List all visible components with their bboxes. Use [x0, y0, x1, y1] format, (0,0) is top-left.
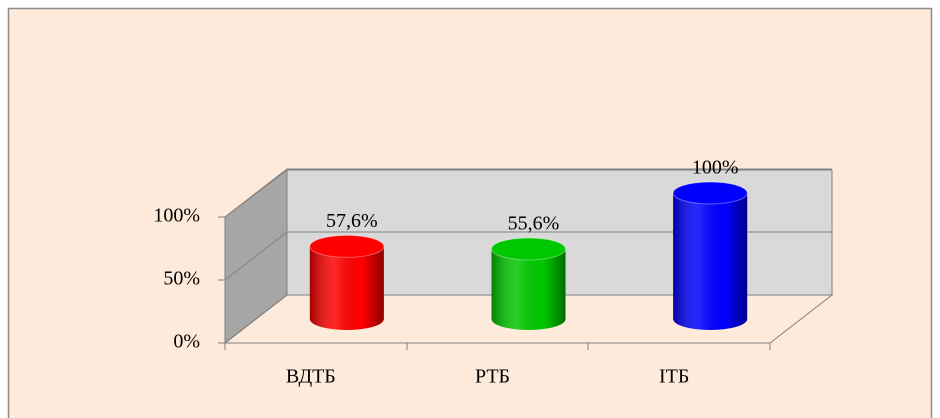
y-tick-label: 50% — [163, 268, 200, 290]
value-label: 55,6% — [508, 213, 560, 235]
value-label: 57,6% — [326, 210, 378, 232]
category-ticks — [224, 343, 771, 350]
x-tick-label: ІТБ — [659, 366, 689, 388]
x-tick-label: ВДТБ — [286, 366, 336, 388]
y-tick-label: 0% — [173, 331, 200, 353]
cylinder-shade — [491, 248, 566, 330]
cylinder-top — [309, 234, 385, 258]
grid-line — [224, 168, 832, 218]
cylinder-shade — [673, 193, 748, 330]
cylinder-top — [491, 237, 566, 261]
cylinder-top — [672, 181, 748, 205]
grid-line — [224, 231, 832, 281]
value-label: 100% — [692, 157, 739, 179]
grid-line — [224, 294, 832, 344]
y-tick-label: 100% — [153, 205, 200, 227]
x-tick-label: РТБ — [475, 366, 510, 388]
cylinder-shade — [309, 246, 384, 330]
